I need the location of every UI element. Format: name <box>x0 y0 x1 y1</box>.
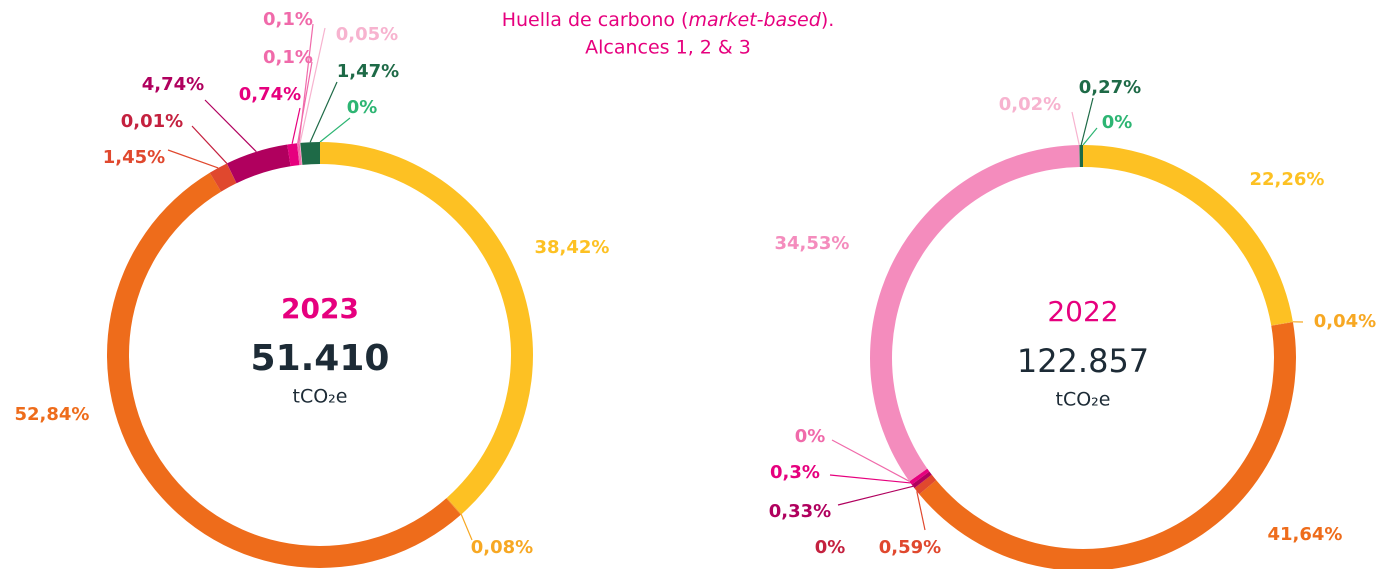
leader-line <box>167 149 219 169</box>
data-label: 34,53% <box>775 233 850 254</box>
donut-segment <box>209 163 237 192</box>
data-label: 0,74% <box>239 84 301 105</box>
leader-line <box>460 514 473 541</box>
leader-line <box>299 27 326 144</box>
center-total: 51.410 <box>251 338 390 379</box>
chart-subtitle: Alcances 1, 2 & 3 <box>585 37 751 59</box>
leader-line <box>291 107 301 144</box>
title-part: Huella de carbono ( <box>502 9 689 31</box>
donut-segment <box>1271 321 1293 326</box>
donut-segment <box>909 468 930 485</box>
leader-line <box>1080 97 1094 146</box>
donut-segment <box>446 497 462 515</box>
leader-line <box>916 491 926 531</box>
title-part: ). <box>821 9 834 31</box>
donut-segment <box>297 143 301 166</box>
donut-segment <box>1083 145 1293 326</box>
center-year: 2022 <box>1047 295 1118 328</box>
data-label: 0,59% <box>879 537 941 558</box>
title-italic: market-based <box>688 9 821 31</box>
data-label: 0,02% <box>999 94 1061 115</box>
center-unit: tCO₂e <box>1056 389 1111 411</box>
data-label: 41,64% <box>1268 524 1343 545</box>
donut-segment <box>287 143 300 167</box>
donut-segment <box>869 145 1080 482</box>
data-label: 0% <box>347 97 378 118</box>
donut-segment <box>911 471 932 489</box>
donut-segment <box>107 172 461 568</box>
data-label: 0,05% <box>336 24 398 45</box>
data-label: 0,3% <box>770 462 820 483</box>
leader-line <box>1082 127 1098 146</box>
donut-segment <box>914 474 937 495</box>
donut-segment <box>298 142 302 165</box>
data-label: 0,1% <box>263 9 313 30</box>
data-label: 4,74% <box>142 74 204 95</box>
leader-line <box>829 474 911 484</box>
donut-segment <box>299 142 303 165</box>
leader-line <box>831 439 910 482</box>
data-label: 0,01% <box>121 111 183 132</box>
donut-segment <box>300 142 320 165</box>
data-label: 0,1% <box>263 47 313 68</box>
data-label: 1,45% <box>103 147 165 168</box>
data-label: 0,33% <box>769 501 831 522</box>
leader-line <box>837 485 914 506</box>
data-label: 38,42% <box>535 237 610 258</box>
data-label: 0% <box>815 537 846 558</box>
leader-line <box>191 125 228 164</box>
data-label: 0% <box>1102 112 1133 133</box>
data-label: 22,26% <box>1250 169 1325 190</box>
leader-line <box>1071 111 1080 146</box>
data-label: 0,08% <box>471 537 533 558</box>
donut-segment <box>1079 145 1080 168</box>
data-label: 52,84% <box>15 404 90 425</box>
leader-line <box>319 117 351 143</box>
center-total: 122.857 <box>1017 342 1149 380</box>
donut-segment <box>1079 145 1083 168</box>
center-year: 2023 <box>281 292 359 325</box>
leader-line <box>298 23 314 144</box>
leader-line <box>309 81 338 143</box>
donut-segment <box>226 144 291 184</box>
data-label: 0,27% <box>1079 77 1141 98</box>
donut-segment <box>226 163 237 184</box>
chart-title: Huella de carbono (market-based). <box>502 9 835 31</box>
data-label: 0,04% <box>1314 311 1376 332</box>
leader-line <box>204 99 257 153</box>
center-unit: tCO₂e <box>293 386 348 408</box>
data-label: 0% <box>795 426 826 447</box>
donut-segment <box>320 142 533 515</box>
data-label: 1,47% <box>337 61 399 82</box>
